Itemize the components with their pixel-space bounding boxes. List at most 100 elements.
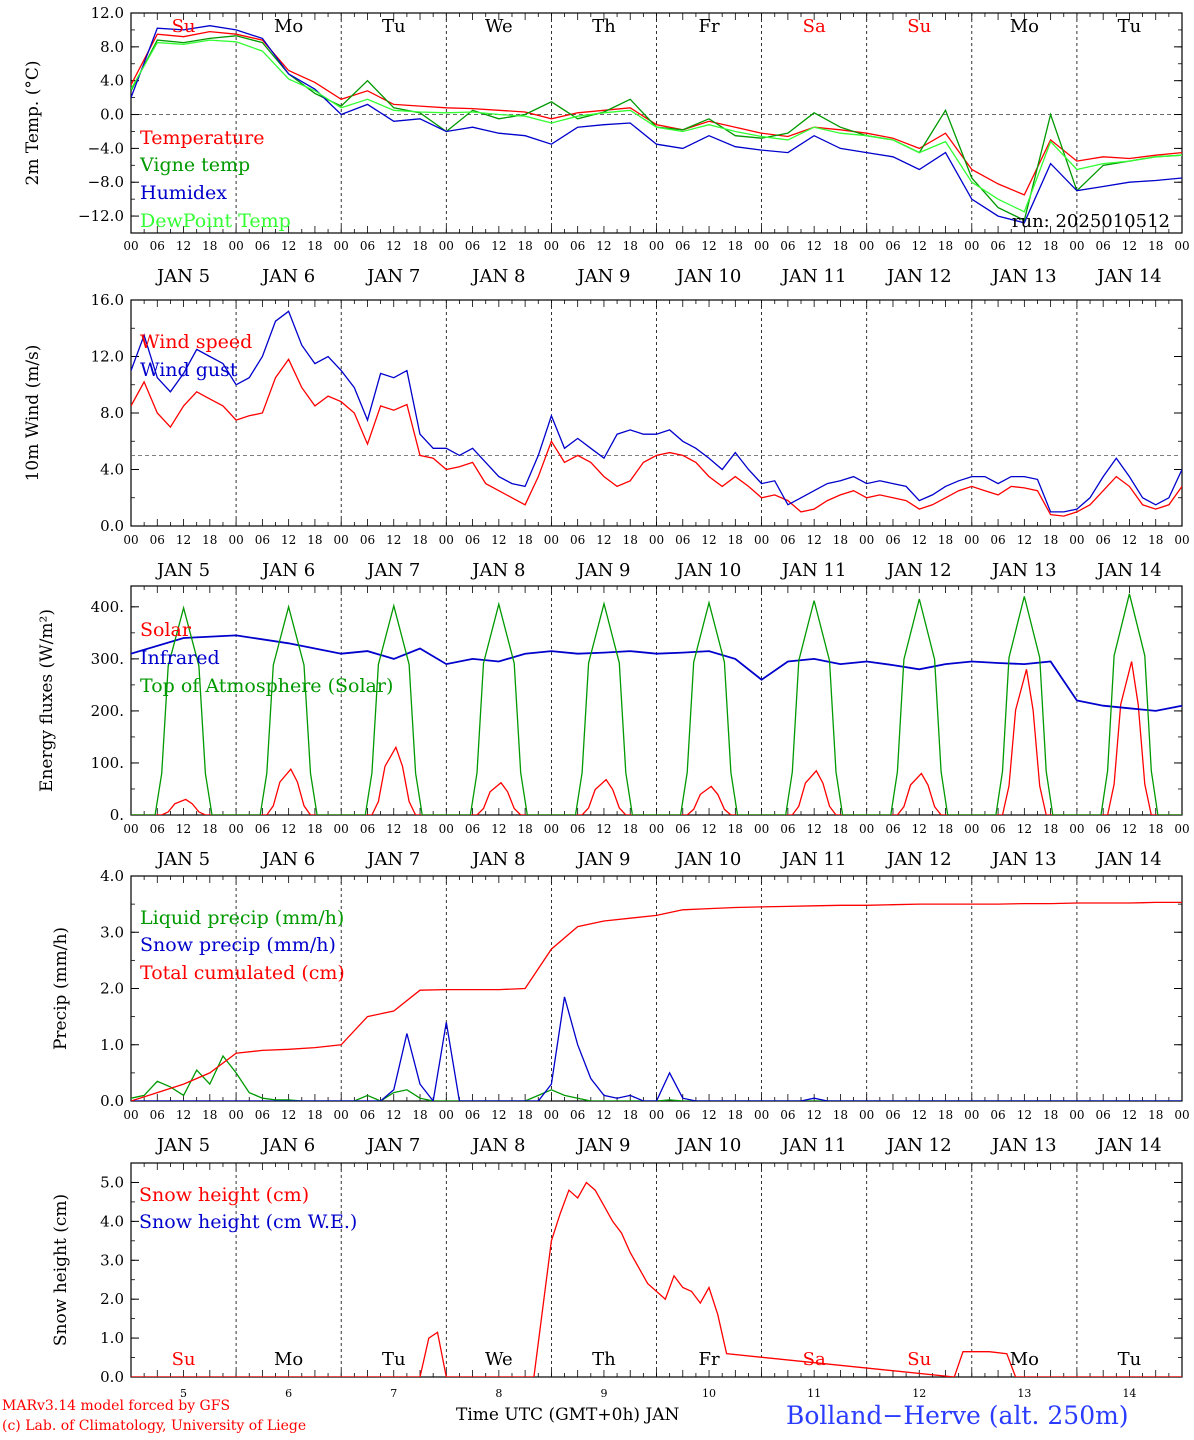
date-label: JAN 5 (155, 560, 210, 581)
legend-entry: Total cumulated (cm) (140, 962, 345, 984)
hour-label: 00 (649, 1108, 664, 1122)
hour-label: 06 (570, 533, 585, 547)
hour-label: 12 (491, 1108, 506, 1122)
hour-label: 06 (570, 239, 585, 253)
legend-entry: Wind speed (140, 331, 252, 353)
hour-label: 12 (807, 239, 822, 253)
hour-label: 00 (439, 822, 454, 836)
legend-entry: Infrared (140, 647, 220, 669)
hour-label: 18 (938, 239, 953, 253)
hour-label: 00 (1069, 239, 1084, 253)
date-label: JAN 8 (470, 560, 525, 581)
date-label: JAN 13 (990, 1135, 1057, 1156)
hour-label: 06 (465, 822, 480, 836)
day-number: 5 (180, 1387, 187, 1400)
date-label: JAN 10 (675, 1135, 742, 1156)
day-label: Th (592, 1349, 616, 1370)
y-tick-label: 5.0 (100, 1173, 124, 1191)
hour-label: 00 (544, 1108, 559, 1122)
hour-label: 18 (412, 1108, 427, 1122)
hour-label: 06 (675, 822, 690, 836)
y-tick-label: 4.0 (100, 72, 124, 90)
hour-label: 12 (912, 533, 927, 547)
hour-label: 12 (176, 1108, 191, 1122)
hour-label: 18 (202, 1108, 217, 1122)
y-axis-label: Precip (mm/h) (51, 927, 71, 1050)
hour-label: 00 (1174, 239, 1189, 253)
hour-label: 00 (439, 1108, 454, 1122)
hour-label: 12 (1122, 822, 1137, 836)
hour-label: 12 (807, 822, 822, 836)
day-number: 14 (1122, 1387, 1136, 1400)
legend-entry: Wind gust (140, 359, 238, 381)
hour-label: 00 (754, 239, 769, 253)
hour-label: 00 (1174, 822, 1189, 836)
y-tick-label: 400. (91, 598, 124, 616)
day-label: Fr (699, 1349, 720, 1370)
legend-entry: Liquid precip (mm/h) (140, 907, 344, 929)
date-label: JAN 6 (260, 1135, 315, 1156)
date-label: JAN 10 (675, 266, 742, 287)
hour-label: 18 (202, 239, 217, 253)
date-label: JAN 14 (1095, 560, 1162, 581)
hour-label: 06 (885, 822, 900, 836)
y-tick-label: −8.0 (88, 173, 124, 191)
day-label: Su (172, 16, 196, 37)
hour-label: 06 (990, 533, 1005, 547)
hour-label: 12 (701, 822, 716, 836)
series-line-top-of-atmosphere-solar- (131, 593, 1182, 815)
panel-2 (130, 299, 1183, 527)
hour-label: 06 (360, 822, 375, 836)
series-line-wind-gust (131, 310, 1182, 513)
hour-label: 06 (570, 1108, 585, 1122)
y-tick-label: 300. (91, 650, 124, 668)
y-tick-label: 4.0 (100, 867, 124, 885)
day-label: Fr (699, 16, 720, 37)
legend-entry: Snow height (cm W.E.) (139, 1211, 357, 1233)
hour-label: 12 (176, 822, 191, 836)
hour-label: 18 (307, 239, 322, 253)
date-label: JAN 9 (575, 560, 630, 581)
day-label: Tu (1118, 16, 1142, 37)
hour-label: 00 (859, 822, 874, 836)
hour-label: 00 (123, 239, 138, 253)
day-number: 9 (600, 1387, 607, 1400)
hour-label: 06 (150, 239, 165, 253)
hour-label: 18 (833, 239, 848, 253)
legend-entry: Temperature (140, 127, 264, 149)
y-tick-label: 2.0 (100, 980, 124, 998)
hour-label: 12 (386, 533, 401, 547)
hour-label: 12 (281, 822, 296, 836)
y-tick-label: −4.0 (88, 139, 124, 157)
hour-label: 00 (1069, 533, 1084, 547)
credit-line-1: MARv3.14 model forced by GFS (2, 1398, 231, 1414)
date-label: JAN 9 (575, 849, 630, 870)
day-label: Tu (382, 16, 406, 37)
day-label: Sa (803, 1349, 826, 1370)
hour-label: 00 (649, 533, 664, 547)
panel-5 (130, 1162, 1183, 1378)
y-tick-label: 12.0 (91, 348, 124, 366)
hour-label: 18 (833, 822, 848, 836)
hour-label: 06 (780, 533, 795, 547)
hour-label: 18 (938, 822, 953, 836)
hour-label: 06 (1096, 1108, 1111, 1122)
date-label: JAN 11 (780, 849, 847, 870)
date-label: JAN 13 (990, 560, 1057, 581)
hour-label: 00 (439, 239, 454, 253)
day-label: Sa (803, 16, 826, 37)
date-label: JAN 5 (155, 1135, 210, 1156)
hour-label: 18 (202, 822, 217, 836)
legend-entry: Snow precip (mm/h) (140, 934, 336, 956)
hour-label: 00 (123, 822, 138, 836)
station-name: Bolland−Herve (alt. 250m) (786, 1401, 1129, 1430)
hour-label: 06 (255, 1108, 270, 1122)
y-tick-label: 0.0 (100, 517, 124, 535)
y-tick-label: 8.0 (100, 404, 124, 422)
day-label: Mo (1010, 16, 1039, 37)
hour-label: 18 (202, 533, 217, 547)
hour-label: 06 (885, 533, 900, 547)
hour-label: 00 (544, 239, 559, 253)
hour-label: 00 (859, 239, 874, 253)
